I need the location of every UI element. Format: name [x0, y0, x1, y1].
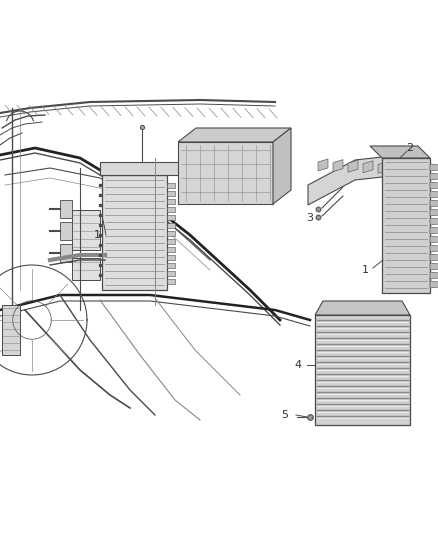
Polygon shape — [315, 315, 410, 425]
Polygon shape — [72, 258, 100, 280]
Polygon shape — [167, 207, 175, 212]
Polygon shape — [382, 158, 430, 293]
Polygon shape — [430, 209, 438, 216]
Polygon shape — [378, 161, 388, 173]
Text: 5: 5 — [282, 410, 289, 420]
Polygon shape — [167, 223, 175, 228]
Polygon shape — [167, 183, 175, 188]
Polygon shape — [315, 301, 410, 315]
Polygon shape — [167, 199, 175, 204]
Polygon shape — [60, 222, 72, 240]
Polygon shape — [318, 159, 328, 171]
Polygon shape — [178, 128, 291, 142]
Polygon shape — [430, 281, 438, 288]
Bar — [2, 305, 20, 355]
Polygon shape — [167, 231, 175, 236]
Polygon shape — [430, 263, 438, 270]
Polygon shape — [273, 128, 291, 204]
Polygon shape — [430, 191, 438, 198]
Polygon shape — [370, 146, 430, 158]
Polygon shape — [167, 239, 175, 244]
Polygon shape — [430, 245, 438, 252]
Polygon shape — [102, 175, 167, 290]
Polygon shape — [430, 218, 438, 225]
Polygon shape — [430, 227, 438, 234]
Polygon shape — [430, 254, 438, 261]
Polygon shape — [430, 200, 438, 207]
Polygon shape — [167, 279, 175, 284]
Text: 3: 3 — [307, 213, 314, 223]
Polygon shape — [430, 182, 438, 189]
Text: 1: 1 — [93, 230, 100, 240]
Polygon shape — [167, 191, 175, 196]
Text: 2: 2 — [406, 143, 413, 153]
Polygon shape — [167, 263, 175, 268]
Polygon shape — [430, 272, 438, 279]
Polygon shape — [348, 160, 358, 172]
Polygon shape — [100, 162, 180, 175]
Polygon shape — [333, 159, 343, 172]
Text: 1: 1 — [361, 265, 368, 275]
Polygon shape — [167, 271, 175, 276]
Polygon shape — [167, 255, 175, 260]
Polygon shape — [430, 236, 438, 243]
Polygon shape — [167, 247, 175, 252]
Polygon shape — [430, 164, 438, 171]
Polygon shape — [60, 244, 72, 262]
Polygon shape — [72, 210, 100, 250]
Polygon shape — [430, 173, 438, 180]
Polygon shape — [167, 215, 175, 220]
Polygon shape — [60, 200, 72, 218]
Text: 4: 4 — [294, 360, 301, 370]
Polygon shape — [363, 161, 373, 173]
Polygon shape — [308, 155, 400, 205]
Polygon shape — [178, 142, 273, 204]
